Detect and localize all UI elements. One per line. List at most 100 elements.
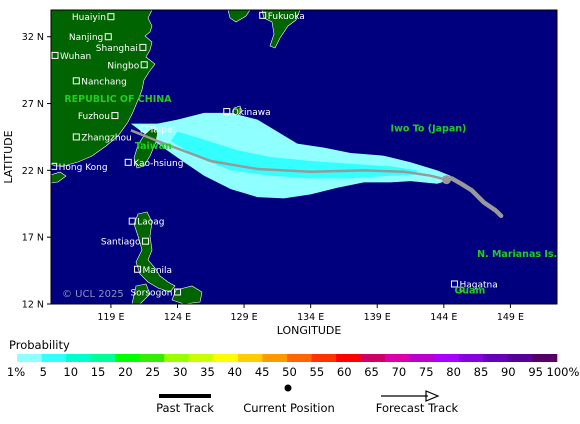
x-axis-label: LONGITUDE [277, 324, 342, 337]
city-okinawa: Okinawa [223, 108, 271, 118]
legend-current-position: Current Position [243, 384, 335, 415]
city-marker [142, 237, 150, 245]
lon-tick-label: 129 E [231, 312, 258, 323]
city-marker [51, 162, 58, 170]
scale-swatch [188, 354, 214, 362]
legend-forecast-track: Forecast Track [376, 390, 459, 415]
scale-label: 15 [91, 365, 106, 379]
city-hagatna: Hagatna [450, 280, 498, 290]
scale-label: 45 [255, 365, 270, 379]
region-labels: REPUBLIC OF CHINA Taiwan Iwo To (Japan) N. … [64, 94, 557, 296]
scale-swatch [507, 354, 533, 362]
scale-swatch [287, 354, 312, 362]
city-label: Laoag [137, 218, 164, 228]
scale-swatch [139, 354, 165, 362]
scale-swatch [115, 354, 141, 362]
y-axis-label: LATITUDE [2, 130, 15, 183]
scale-label: 90 [501, 365, 516, 379]
city-ningbo: Ningbo [107, 61, 148, 71]
city-marker [51, 51, 59, 59]
scale-label: 35 [200, 365, 215, 379]
probability-scale-labels: 1% 5 10 15 20 25 30 35 40 45 50 55 60 65 70 75 80 85 90 95 1… [7, 365, 580, 379]
land-china [51, 10, 156, 167]
scale-label: 95 [528, 365, 543, 379]
lat-tick-label: 22 N [22, 166, 44, 177]
city-label: Zhangzhou [81, 133, 131, 143]
city-marker [128, 217, 136, 225]
past-track-label: Past Track [156, 401, 214, 415]
city-marker [223, 108, 231, 116]
forecast-arrowhead [425, 390, 440, 402]
lat-tick-label: 17 N [22, 233, 44, 244]
scale-swatch [434, 354, 460, 362]
city-marker [174, 288, 181, 296]
city-nanjing: Nanjing [69, 33, 112, 43]
scale-label: 80 [446, 365, 461, 379]
region-label: Guam [454, 285, 485, 296]
scale-swatch [164, 354, 190, 362]
city-marker [72, 133, 80, 141]
current-position-label: Current Position [243, 401, 335, 415]
city-label: Hagatna [459, 280, 497, 290]
scale-swatch [41, 354, 67, 362]
city-zhangzhou: Zhangzhou [72, 133, 132, 143]
city-laoag: Laoag [128, 217, 164, 228]
land-guam [459, 286, 465, 293]
forecast-track-line [130, 129, 447, 181]
scale-label: 10 [63, 365, 78, 379]
probability-swath-inner [170, 131, 418, 179]
lat-tick-label: 12 N [22, 300, 44, 311]
city-marker [139, 43, 147, 51]
scale-label: 5 [40, 365, 47, 379]
scale-label: 75 [419, 365, 434, 379]
scale-label: 65 [364, 365, 379, 379]
past-track-line [449, 176, 504, 219]
city-taipei: Taipei [140, 125, 175, 135]
city-fuzhou: Fuzhou [78, 112, 119, 122]
city-label: Huaiyin [72, 13, 106, 23]
scale-swatch [483, 354, 509, 362]
copyright-text: © UCL 2025 [62, 289, 124, 300]
city-manila: Manila [134, 265, 173, 276]
scale-swatch [532, 354, 558, 362]
city-label: Okinawa [232, 108, 271, 118]
city-kao-hsiung: Kao-hsiung [124, 158, 183, 169]
city-shanghai: Shanghai [96, 43, 147, 54]
lon-tick-label: 119 E [97, 312, 124, 323]
city-sorsogon: Sorsogon [130, 288, 181, 298]
longitude-ticks: 119 E 124 E 129 E 134 E 139 E 144 E 149 E [97, 304, 524, 323]
latitude-ticks: 32 N 27 N 22 N 17 N 12 N [22, 32, 51, 311]
scale-swatch [237, 354, 263, 362]
land-hainan-coast [51, 171, 67, 184]
scale-swatch [262, 354, 288, 362]
city-marker [450, 280, 458, 288]
scale-label: 25 [145, 365, 160, 379]
city-label: Nanjing [69, 33, 103, 43]
scale-label: 1% [7, 365, 25, 379]
city-huaiyin: Huaiyin [72, 13, 115, 23]
land-okinawa [232, 105, 243, 117]
region-label: Iwo To (Japan) [391, 124, 467, 135]
city-label: Manila [143, 266, 173, 276]
city-marker [107, 13, 115, 21]
lon-tick-label: 124 E [164, 312, 191, 323]
scale-label: 20 [118, 365, 133, 379]
scale-label: 50 [282, 365, 297, 379]
land-visayas [131, 283, 203, 304]
city-marker [104, 33, 112, 41]
city-label: Fukuoka [268, 12, 305, 22]
city-label: Ningbo [107, 61, 139, 71]
city-label: Nanchang [81, 77, 127, 87]
scale-swatch [311, 354, 337, 362]
lon-tick-label: 134 E [297, 312, 324, 323]
city-marker [140, 125, 148, 133]
scale-label: 100% [547, 365, 580, 379]
city-marker [111, 112, 119, 120]
scale-swatch [66, 354, 91, 362]
scale-label: 85 [474, 365, 489, 379]
scale-swatch [458, 354, 484, 362]
scale-swatch [360, 354, 386, 362]
map-frame [50, 9, 558, 305]
current-position-marker [441, 175, 451, 185]
